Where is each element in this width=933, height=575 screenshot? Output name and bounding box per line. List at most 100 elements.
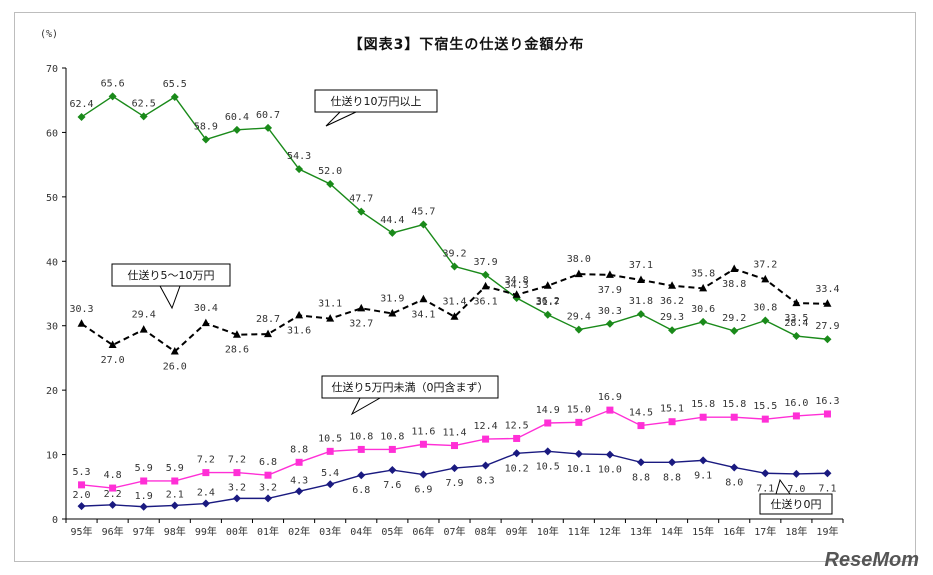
callout-box (111, 263, 231, 287)
data-point (481, 281, 490, 290)
data-label: 14.5 (629, 408, 653, 419)
data-point (232, 125, 241, 134)
data-label: 44.4 (380, 215, 404, 226)
data-point (109, 484, 117, 492)
data-label: 15.5 (753, 401, 777, 412)
data-point (823, 299, 832, 307)
x-tick-label: 13年 (630, 525, 652, 538)
data-point (792, 332, 801, 341)
data-label: 31.8 (629, 296, 653, 307)
data-label: 52.0 (318, 166, 342, 177)
y-tick-label: 30 (46, 322, 58, 333)
data-point (699, 283, 708, 292)
data-point (108, 92, 117, 101)
data-label: 8.8 (632, 472, 650, 483)
data-point (574, 449, 583, 458)
data-label: 7.1 (818, 483, 836, 494)
data-point (388, 445, 396, 453)
data-label: 4.3 (290, 475, 308, 486)
x-tick-label: 06年 (412, 525, 434, 538)
data-label: 38.8 (722, 279, 746, 290)
data-label: 30.3 (598, 306, 622, 317)
data-label: 12.4 (474, 421, 498, 432)
data-point (419, 470, 428, 479)
data-point (139, 502, 148, 511)
y-unit-label: (%) (40, 29, 59, 40)
data-label: 15.8 (691, 399, 715, 410)
data-point (761, 316, 770, 325)
data-point (357, 471, 366, 480)
data-point (823, 410, 831, 418)
data-label: 30.8 (753, 303, 777, 314)
data-point (108, 340, 117, 349)
data-point (139, 112, 148, 121)
data-point (450, 262, 459, 271)
data-point (295, 487, 304, 496)
data-label: 6.8 (259, 457, 277, 468)
data-point (481, 461, 490, 470)
data-label: 7.6 (383, 480, 401, 491)
data-label: 27.0 (101, 355, 125, 366)
x-tick-label: 01年 (257, 525, 279, 538)
data-point (605, 450, 614, 459)
data-label: 15.0 (567, 404, 591, 415)
data-label: 33.4 (815, 284, 839, 295)
data-point (264, 471, 272, 479)
data-point (482, 435, 490, 443)
data-label: 11.4 (442, 428, 466, 439)
data-point (574, 325, 583, 334)
data-point (77, 319, 86, 327)
data-label: 16.9 (598, 392, 622, 403)
data-point (264, 329, 273, 338)
x-tick-label: 99年 (195, 525, 217, 538)
data-point (668, 418, 676, 426)
callout-box (314, 89, 438, 113)
data-label: 4.8 (104, 470, 122, 481)
data-point (730, 326, 739, 335)
data-label: 8.0 (725, 477, 743, 488)
data-point (574, 269, 583, 278)
data-point (201, 135, 210, 144)
data-label: 16.0 (784, 398, 808, 409)
data-label: 31.1 (318, 299, 342, 310)
data-point (326, 480, 335, 489)
data-label: 35.8 (691, 268, 715, 279)
x-tick-label: 02年 (288, 525, 310, 538)
data-label: 28.7 (256, 314, 280, 325)
data-label: 5.4 (321, 468, 339, 479)
callout-tail (350, 397, 382, 416)
callout-box (759, 493, 833, 515)
data-point (668, 281, 677, 289)
data-label: 31.6 (287, 325, 311, 336)
data-point (481, 270, 490, 279)
x-tick-label: 18年 (785, 525, 807, 538)
data-point (823, 469, 832, 478)
data-point (605, 319, 614, 328)
data-label: 2.1 (166, 489, 184, 500)
data-label: 11.6 (411, 426, 435, 437)
y-tick-label: 50 (46, 193, 58, 204)
data-point (170, 92, 179, 101)
data-point (388, 308, 397, 317)
data-label: 37.1 (629, 260, 653, 271)
data-label: 16.3 (815, 396, 839, 407)
data-point (699, 317, 708, 326)
data-label: 45.7 (411, 207, 435, 218)
series-line-2 (81, 409, 828, 489)
data-label: 65.5 (163, 79, 187, 90)
data-label: 29.4 (567, 312, 591, 323)
data-point (202, 469, 210, 477)
data-point (730, 463, 739, 472)
data-point (699, 413, 707, 421)
data-point (357, 445, 365, 453)
y-tick-label: 10 (46, 451, 58, 462)
x-tick-label: 17年 (754, 525, 776, 538)
data-point (295, 165, 304, 174)
data-point (171, 477, 179, 485)
data-point (419, 440, 427, 448)
x-tick-label: 07年 (443, 525, 465, 538)
x-tick-label: 03年 (319, 525, 341, 538)
x-tick-label: 96年 (102, 525, 124, 538)
data-label: 15.8 (722, 399, 746, 410)
